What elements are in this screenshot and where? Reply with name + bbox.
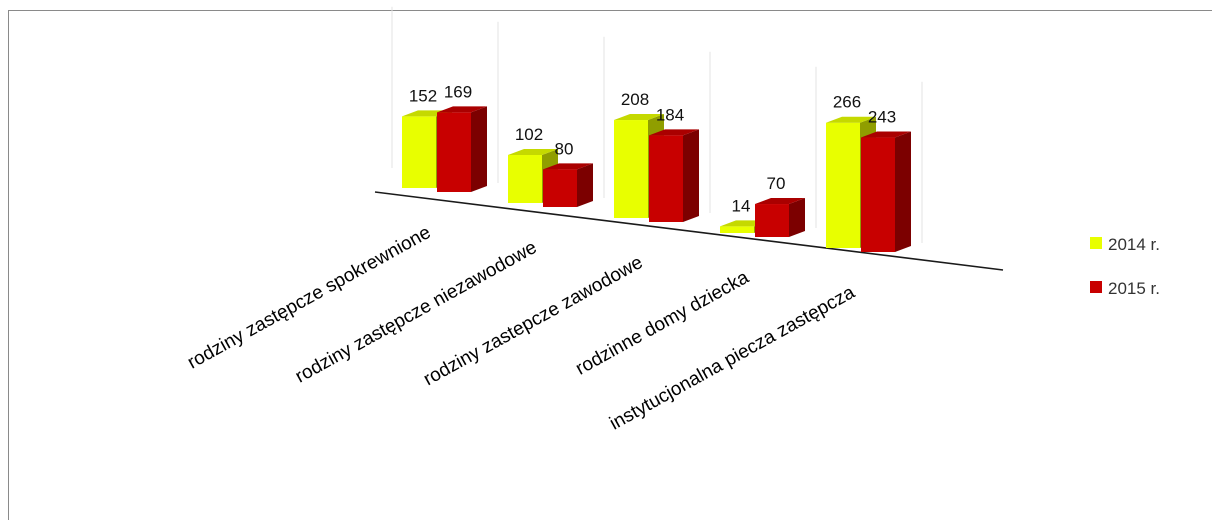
value-label-2015-r-5: 243 [868, 108, 896, 127]
category-label-1: rodziny zastępcze spokrewnione [184, 222, 434, 373]
value-label-2015-r-3: 184 [656, 105, 684, 124]
value-labels: 152 169 102 80 208 184 14 70 266 243 [409, 82, 896, 215]
legend-swatch [1090, 237, 1102, 249]
legend-item-2015-r: 2015 r. [1090, 279, 1160, 298]
legend: 2014 r. 2015 r. [1090, 235, 1160, 298]
value-label-2014-r-5: 266 [833, 93, 861, 112]
bar-2014-r-2 [508, 148, 558, 203]
value-label-2014-r-2: 102 [515, 125, 543, 144]
bar-2015-r-3 [649, 129, 699, 222]
chart-frame [8, 10, 1212, 520]
category-label-2: rodziny zastępcze niezawodowe [292, 237, 541, 387]
bar-2015-r-4 [755, 198, 805, 237]
legend-swatch [1090, 281, 1102, 293]
value-label-2014-r-1: 152 [409, 86, 437, 105]
value-label-2015-r-1: 169 [444, 82, 472, 101]
gridlines [391, 6, 923, 243]
legend-item-2014-r: 2014 r. [1090, 235, 1160, 254]
value-label-2014-r-3: 208 [621, 90, 649, 109]
value-label-2015-r-2: 80 [555, 139, 574, 158]
category-label-5: instytucjonalna piecza zastępcza [606, 282, 859, 435]
bar-2015-r-2 [543, 163, 593, 207]
bar-2015-r-5 [861, 131, 911, 252]
legend-label: 2014 r. [1108, 235, 1160, 254]
floor-line [374, 191, 1004, 271]
value-label-2014-r-4: 14 [732, 196, 751, 215]
category-label-3: rodziny zastepcze zawodowe [420, 252, 646, 390]
value-label-2015-r-4: 70 [767, 174, 786, 193]
legend-label: 2015 r. [1108, 279, 1160, 298]
bars [402, 106, 911, 252]
bar-2015-r-1 [437, 106, 487, 192]
